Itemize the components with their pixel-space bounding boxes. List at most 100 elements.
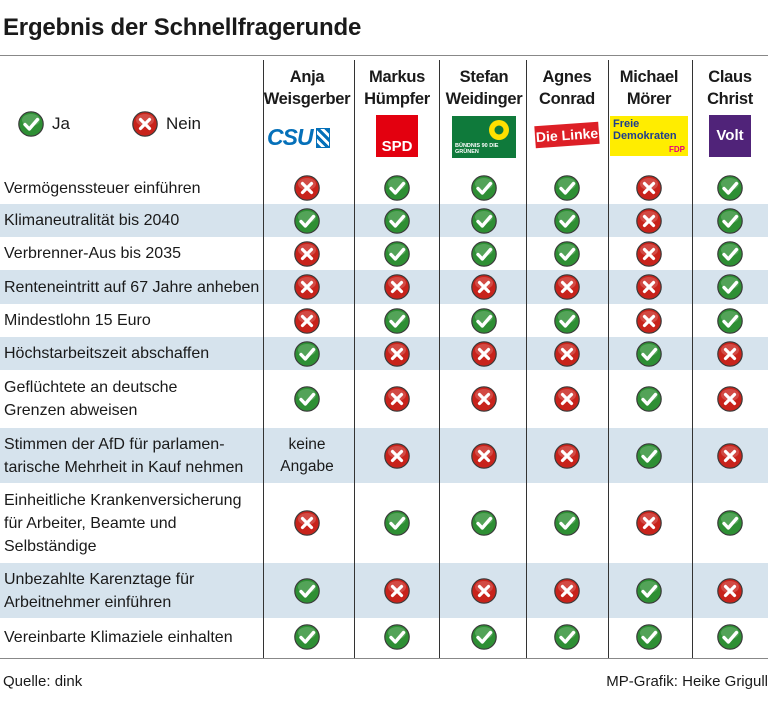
question-line: Geflüchtete an deutsche (4, 379, 178, 396)
question-line: für Arbeiter, Beamte und (4, 514, 177, 532)
candidate-name: Anja Weisgerber (263, 66, 351, 112)
question-label: Stimmen der AfD für parlamen-tarische Me… (4, 428, 260, 483)
legend-no-label: Nein (166, 114, 201, 133)
volt-logo: Volt (709, 115, 751, 157)
candidate-first-name: Michael (619, 68, 679, 86)
candidate-last-name: Conrad (539, 90, 595, 108)
answer-no-mark (636, 307, 662, 334)
answer-no-mark (294, 510, 320, 536)
answer-yes-mark (636, 386, 662, 412)
answer-no-mark (636, 175, 662, 201)
answer-no-mark (554, 386, 580, 412)
answer-yes-mark (384, 207, 410, 234)
answer-yes-mark (384, 175, 410, 201)
candidate-first-name: Stefan (459, 68, 509, 86)
question-line: Selbständige (4, 537, 97, 555)
answer-yes-mark (717, 175, 743, 201)
answer-no-mark (471, 274, 497, 300)
bottom-rule (0, 658, 768, 659)
answer-no-mark (554, 442, 580, 469)
legend-yes: Ja (18, 111, 70, 137)
answer-no-mark (717, 442, 743, 469)
answer-no-answer: keine Angabe (263, 434, 351, 478)
answer-no-mark (471, 442, 497, 469)
volt-logo-text: Volt (716, 127, 744, 144)
answer-no-mark (554, 340, 580, 367)
answer-yes-mark (554, 624, 580, 650)
answer-no-mark (717, 386, 743, 412)
answer-yes-mark (294, 386, 320, 412)
answer-yes-mark (384, 624, 410, 650)
top-rule (0, 55, 768, 56)
gruene-logo-text: BÜNDNIS 90 DIE GRÜNEN (455, 143, 499, 155)
answer-yes-mark (717, 624, 743, 650)
answer-yes-mark (384, 307, 410, 334)
answer-no-mark (636, 274, 662, 300)
answer-yes-mark (636, 442, 662, 469)
question-label: Renteneintritt auf 67 Jahre anheben (4, 270, 260, 304)
answer-no-mark (294, 307, 320, 334)
answer-yes-mark (554, 510, 580, 536)
answer-no-mark (384, 274, 410, 300)
legend-no: Nein (132, 111, 201, 137)
answer-yes-mark (636, 340, 662, 367)
question-line: Arbeitnehmer einführen (4, 593, 172, 611)
question-label: Vermögenssteuer einführen (4, 172, 260, 204)
answer-no-mark (471, 340, 497, 367)
answer-yes-mark (471, 624, 497, 650)
answer-no-mark (636, 510, 662, 536)
column-divider (263, 60, 264, 658)
answer-no-mark (717, 340, 743, 367)
answer-no-mark (636, 207, 662, 234)
csu-logo: CSU (267, 124, 347, 150)
question-line: tarische Mehrheit in Kauf nehmen (4, 458, 244, 476)
answer-no-mark (384, 442, 410, 469)
fdp-logo-sub: FDP (669, 145, 685, 154)
answer-no-mark (294, 175, 320, 201)
question-line: Höchstarbeitszeit abschaffen (4, 345, 210, 362)
candidate-last-name: Weisgerber (263, 90, 351, 108)
answer-yes-mark (471, 307, 497, 334)
no-answer-line: Angabe (280, 457, 334, 475)
question-line: Klimaneutralität bis 2040 (4, 212, 180, 229)
question-line: Einheitliche Krankenversicherung (4, 491, 242, 509)
question-line: Stimmen der AfD für parlamen- (4, 435, 225, 453)
column-divider (354, 60, 355, 658)
source-note: Quelle: dink (3, 673, 83, 690)
question-line: Verbrenner-Aus bis 2035 (4, 245, 181, 262)
answer-yes-mark (471, 240, 497, 267)
spd-logo-text: SPD (381, 138, 413, 155)
answer-yes-mark (554, 240, 580, 267)
answer-yes-mark (636, 624, 662, 650)
answer-no-mark (554, 577, 580, 604)
answer-yes-mark (554, 175, 580, 201)
answer-yes-mark (471, 207, 497, 234)
answer-yes-mark (471, 175, 497, 201)
column-divider (439, 60, 440, 658)
answer-yes-mark (717, 207, 743, 234)
answer-no-mark (471, 577, 497, 604)
linke-logo-text: Die Linke (535, 124, 599, 146)
column-divider (526, 60, 527, 658)
answer-yes-mark (384, 240, 410, 267)
answer-yes-mark (717, 240, 743, 267)
answer-yes-mark (294, 577, 320, 604)
question-label: Unbezahlte Karenztage für Arbeitnehmer ei… (4, 563, 260, 618)
answer-yes-mark (717, 274, 743, 300)
answer-no-mark (471, 386, 497, 412)
yes-icon (18, 111, 44, 137)
question-label: Klimaneutralität bis 2040 (4, 204, 260, 237)
candidate-name: Michael Mörer (605, 66, 693, 112)
answer-yes-mark (636, 577, 662, 604)
csu-logo-text: CSU (267, 124, 314, 150)
lion-icon (315, 127, 330, 148)
answer-yes-mark (554, 307, 580, 334)
question-label: Geflüchtete an deutsche Grenzen abweisen (4, 370, 260, 428)
candidate-name: Claus Christ (686, 66, 768, 112)
legend-yes-label: Ja (52, 114, 70, 133)
question-line: Grenzen abweisen (4, 402, 138, 419)
question-label: Höchstarbeitszeit abschaffen (4, 337, 260, 370)
candidate-last-name: Weidinger (445, 90, 523, 108)
fdp-logo-text: Freie Demokraten (613, 118, 677, 142)
question-line: Renteneintritt auf 67 Jahre anheben (4, 278, 260, 296)
